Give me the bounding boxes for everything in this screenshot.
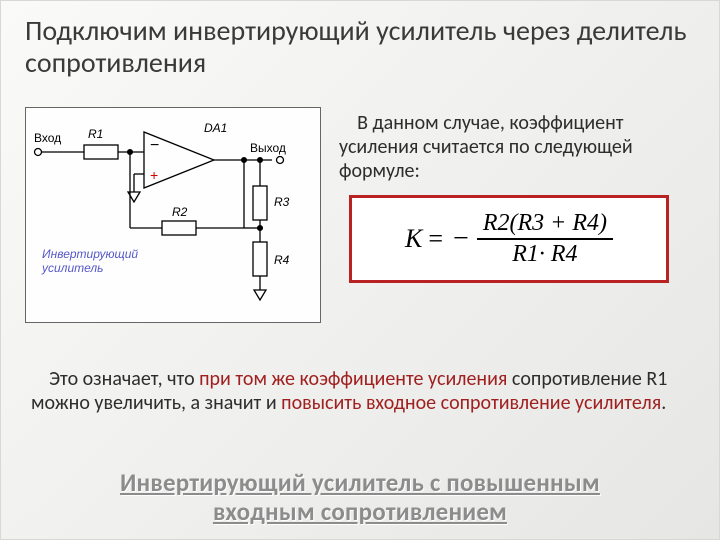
p2-b: при том же коэффициенте усиления xyxy=(199,367,507,391)
label-r3: R3 xyxy=(274,195,290,209)
p2-e: . xyxy=(661,391,666,415)
label-out: Выход xyxy=(250,141,286,155)
circuit-caption-1: Инвертирующий xyxy=(42,247,138,261)
bottom-heading: Инвертирующий усилитель с повышенным вхо… xyxy=(1,469,719,527)
formula-numerator: R2(R3 + R4) xyxy=(477,211,613,240)
label-r1: R1 xyxy=(88,127,103,141)
circuit-diagram: Вход R1 DA1 Выход − + R2 R3 R4 Инвертиру… xyxy=(25,107,321,323)
label-in: Вход xyxy=(34,131,61,145)
formula-minus: − xyxy=(453,223,469,255)
formula-fraction: R2(R3 + R4) R1· R4 xyxy=(477,211,613,267)
opamp-minus: − xyxy=(150,137,159,154)
formula-k: K xyxy=(405,224,422,254)
slide-title: Подключим инвертирующий усилитель через … xyxy=(25,15,699,79)
formula-eq: = xyxy=(428,224,443,254)
label-da1: DA1 xyxy=(204,121,227,135)
circuit-caption-2: усилитель xyxy=(41,261,103,275)
label-r4: R4 xyxy=(274,253,290,267)
formula-box: K = − R2(R3 + R4) R1· R4 xyxy=(349,195,669,283)
opamp-plus: + xyxy=(150,167,158,183)
label-r2: R2 xyxy=(172,205,188,219)
formula-denominator: R1· R4 xyxy=(512,240,577,267)
bottom-line-1: Инвертирующий усилитель с повышенным xyxy=(1,469,719,498)
explanation-text: В данном случае, коэффициент усиления сч… xyxy=(339,111,697,183)
formula: K = − R2(R3 + R4) R1· R4 xyxy=(405,211,613,267)
p2-a: Это означает, что xyxy=(31,367,199,391)
paragraph-2: Это означает, что при том же коэффициент… xyxy=(31,367,689,415)
p2-d: повысить входное сопротивление усилителя xyxy=(281,391,661,415)
bottom-line-2: входным сопротивлением xyxy=(1,498,719,527)
